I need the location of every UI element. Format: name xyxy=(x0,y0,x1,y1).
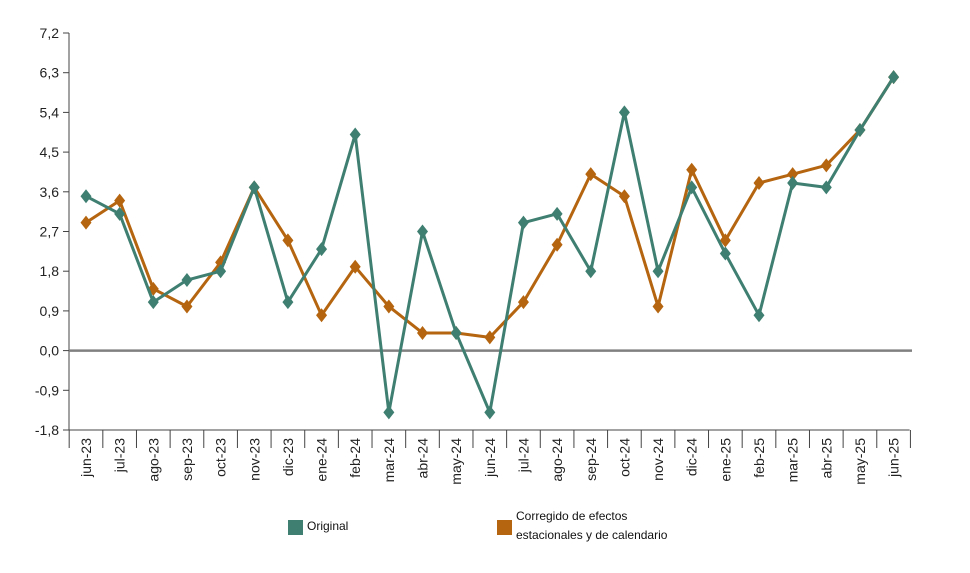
series-point-0 xyxy=(80,189,92,204)
series-point-0 xyxy=(316,242,328,257)
x-tick-label: oct-24 xyxy=(616,438,632,477)
y-tick-label: 0,0 xyxy=(40,343,60,359)
series-line-0 xyxy=(85,76,895,414)
series-point-1 xyxy=(618,189,630,204)
series-point-0 xyxy=(787,175,799,190)
x-tick-label: jun-23 xyxy=(78,438,94,478)
x-tick-label: sep-23 xyxy=(179,438,195,481)
y-tick-label: 7,2 xyxy=(40,25,60,41)
x-tick-label: ene-25 xyxy=(717,438,733,482)
series-point-1 xyxy=(417,325,428,340)
y-tick-label: 1,8 xyxy=(40,263,60,279)
series-point-1 xyxy=(383,299,395,314)
x-tick-label: abr-24 xyxy=(415,438,431,479)
y-tick-label: -1,8 xyxy=(35,422,59,438)
x-tick-label: feb-25 xyxy=(751,438,767,478)
series-point-0 xyxy=(114,206,126,221)
series-point-0 xyxy=(383,405,395,420)
x-tick-label: jun-25 xyxy=(886,438,902,478)
series-point-0 xyxy=(753,308,765,323)
x-tick-label: oct-23 xyxy=(213,438,229,477)
series-point-1 xyxy=(349,259,361,274)
series-point-1 xyxy=(80,215,92,230)
series-point-1 xyxy=(316,308,328,323)
series-point-0 xyxy=(248,180,260,195)
x-tick-label: dic-23 xyxy=(280,438,296,476)
y-axis: 7,2 6,3 5,4 4,5 3,6 2,7 1,8 0,9 0,0 -0,9 -1,8 xyxy=(35,25,70,438)
series-point-0 xyxy=(147,295,159,310)
series-point-1 xyxy=(517,295,529,310)
series-point-1 xyxy=(820,158,832,173)
series-point-1 xyxy=(484,330,496,345)
x-tick-label: jun-24 xyxy=(482,438,498,478)
series-point-0 xyxy=(719,246,731,261)
series-point-0 xyxy=(854,123,866,138)
series-point-0 xyxy=(585,264,597,279)
series-point-0 xyxy=(686,180,698,195)
x-tick-label: nov-23 xyxy=(246,438,262,481)
series-point-1 xyxy=(114,193,126,208)
legend-swatch-adjusted xyxy=(497,520,512,535)
x-tick-label: mar-24 xyxy=(381,438,397,483)
series-line-1 xyxy=(85,76,895,339)
y-tick-label: 3,6 xyxy=(40,184,60,200)
x-tick-label: sep-24 xyxy=(583,438,599,481)
series-point-1 xyxy=(686,162,698,177)
y-tick-label: 4,5 xyxy=(40,144,60,160)
x-tick-label: abr-25 xyxy=(818,438,834,479)
series-point-0 xyxy=(417,224,428,239)
series-point-1 xyxy=(719,233,731,248)
series-point-0 xyxy=(517,215,529,230)
y-tick-label: -0,9 xyxy=(35,382,59,398)
legend-label-original: Original xyxy=(307,519,349,533)
series-point-0 xyxy=(181,273,193,288)
x-axis: jun-23 jul-23 ago-23 sep-23 oct-23 nov-23 dic-… xyxy=(68,429,911,485)
legend-swatch-original xyxy=(288,520,303,535)
legend-label-adjusted-line2: estacionales y de calendario xyxy=(516,528,668,542)
series-point-0 xyxy=(215,264,227,279)
x-tick-label: dic-24 xyxy=(684,438,700,476)
y-tick-label: 2,7 xyxy=(40,224,60,240)
x-tick-label: jul-23 xyxy=(112,438,128,473)
series-point-0 xyxy=(282,295,294,310)
x-tick-label: ene-24 xyxy=(314,438,330,482)
series-point-0 xyxy=(888,70,900,85)
y-tick-label: 0,9 xyxy=(40,303,60,319)
series-point-0 xyxy=(484,405,496,420)
series-point-0 xyxy=(820,180,832,195)
series-point-1 xyxy=(652,299,664,314)
x-tick-label: nov-24 xyxy=(650,438,666,481)
y-tick-label: 5,4 xyxy=(40,104,60,120)
series-point-0 xyxy=(450,325,462,340)
series-point-0 xyxy=(618,105,630,120)
series-point-0 xyxy=(349,127,361,142)
y-tick-label: 6,3 xyxy=(40,65,60,81)
x-tick-label: ago-23 xyxy=(145,438,161,482)
series-point-0 xyxy=(652,264,664,279)
x-tick-label: may-24 xyxy=(448,438,464,485)
series-point-1 xyxy=(551,237,563,252)
x-tick-label: jul-24 xyxy=(515,438,531,473)
series-point-1 xyxy=(787,167,799,182)
series-point-1 xyxy=(753,175,765,190)
series-point-1 xyxy=(585,167,597,182)
x-tick-label: ago-24 xyxy=(549,438,565,482)
series-point-1 xyxy=(181,299,193,314)
series-point-0 xyxy=(551,206,563,221)
x-tick-label: may-25 xyxy=(852,438,868,485)
series-point-1 xyxy=(282,233,294,248)
legend-label-adjusted-line1: Corregido de efectos xyxy=(516,509,628,523)
x-tick-label: feb-24 xyxy=(347,438,363,478)
x-tick-label: mar-25 xyxy=(785,438,801,483)
series-group xyxy=(80,70,900,420)
